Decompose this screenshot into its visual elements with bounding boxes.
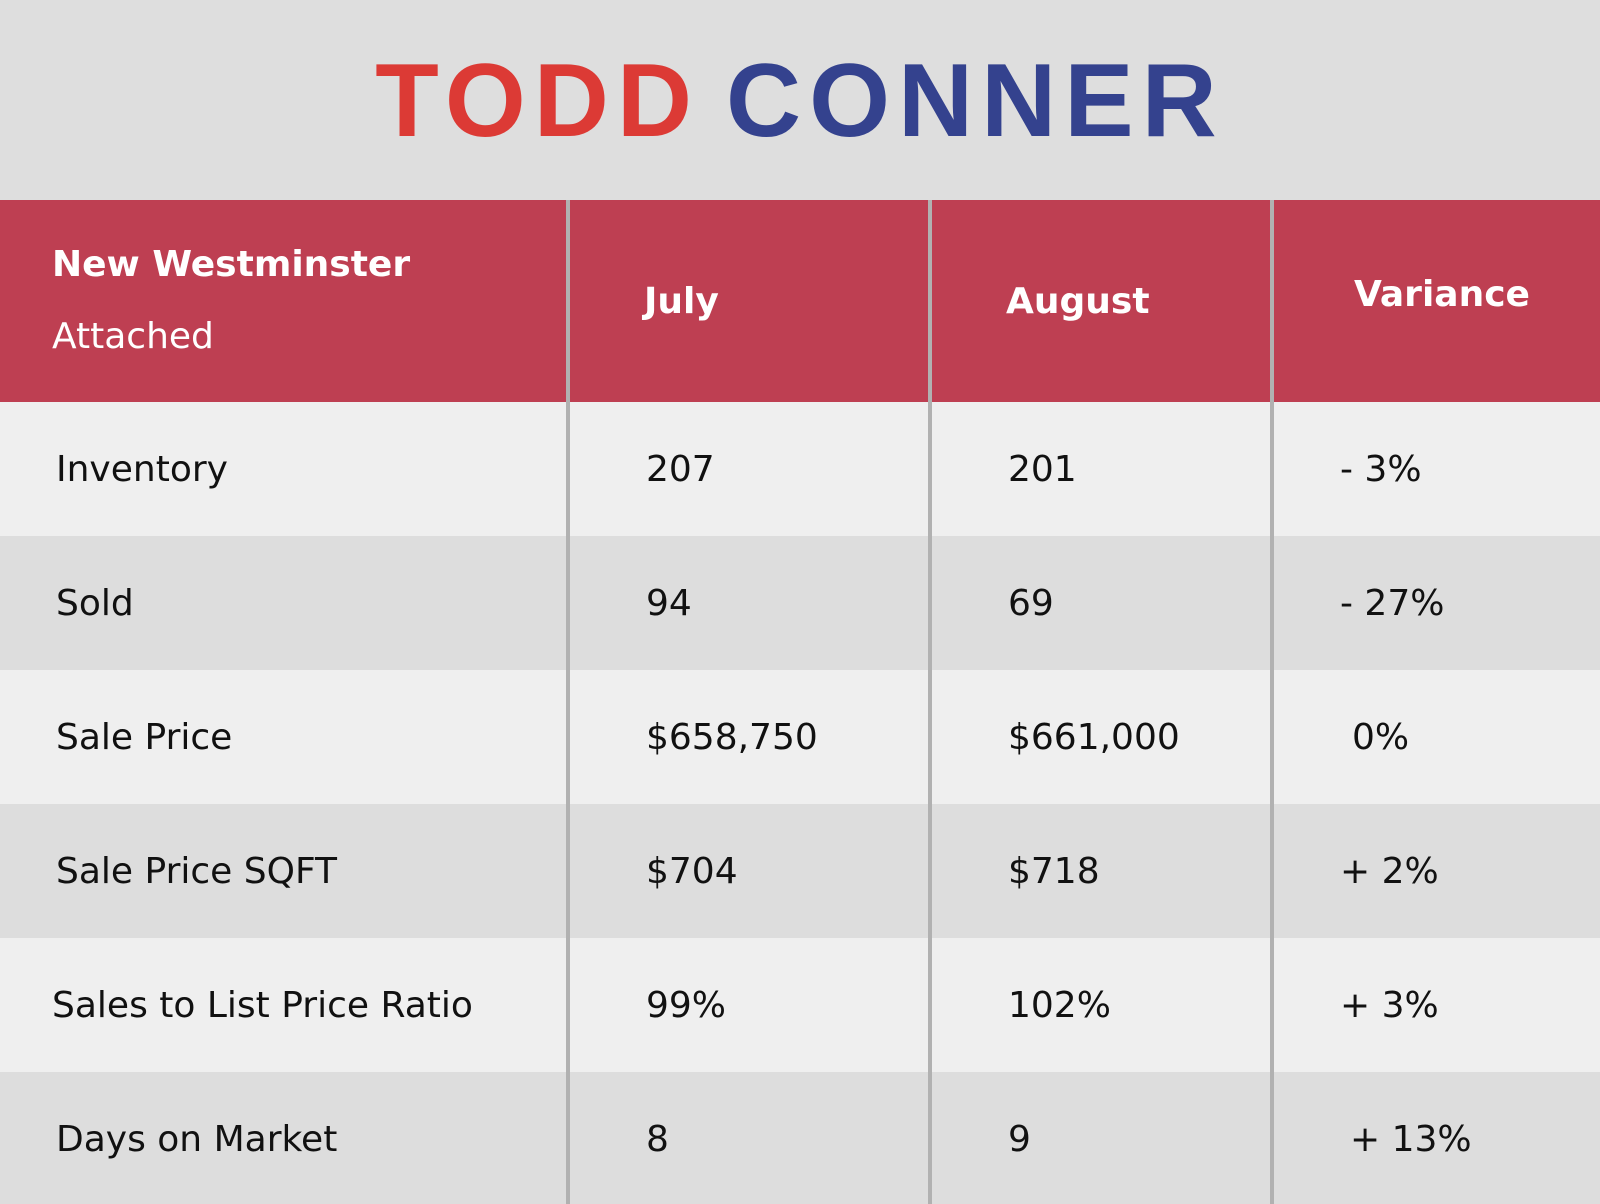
row-label: Inventory: [0, 402, 570, 536]
row-label: Sale Price SQFT: [0, 804, 570, 938]
row-july-value: 99%: [568, 938, 932, 1072]
table-row: Days on Market 8 9 + 13%: [0, 1072, 1600, 1204]
row-july-value: $658,750: [568, 670, 932, 804]
row-variance-value: + 2%: [1340, 850, 1439, 892]
market-stats-table: New Westminster Attached July August Var…: [0, 200, 1600, 1204]
row-label: Days on Market: [0, 1072, 570, 1204]
header-area-cell: New Westminster Attached: [0, 200, 570, 402]
row-variance-value: - 27%: [1340, 582, 1445, 624]
table-row: Sales to List Price Ratio 99% 102% + 3%: [0, 938, 1600, 1072]
header-type: Attached: [52, 316, 214, 357]
row-august-value: 201: [930, 402, 1274, 536]
table-row: Sold 94 69 - 27%: [0, 536, 1600, 670]
row-july-value: 207: [568, 402, 932, 536]
row-july-value: 8: [568, 1072, 932, 1204]
table-row: Sale Price SQFT $704 $718 + 2%: [0, 804, 1600, 938]
header-july: July: [568, 200, 932, 402]
row-august-value: $661,000: [930, 670, 1274, 804]
row-july-value: 94: [568, 536, 932, 670]
brand-first-name: TODD: [375, 43, 701, 159]
row-july-value: $704: [568, 804, 932, 938]
table-row: Sale Price $658,750 $661,000 0%: [0, 670, 1600, 804]
header-variance: Variance: [1354, 273, 1530, 315]
table-row: Inventory 207 201 - 3%: [0, 402, 1600, 536]
brand-last-name: CONNER: [726, 43, 1225, 159]
table-header-row: New Westminster Attached July August Var…: [0, 200, 1600, 402]
brand-banner: TODD CONNER: [0, 0, 1600, 200]
row-label: Sale Price: [0, 670, 570, 804]
row-variance-value: - 3%: [1340, 448, 1422, 490]
header-august: August: [930, 200, 1274, 402]
row-variance-value: + 3%: [1340, 984, 1439, 1026]
row-variance-value: 0%: [1352, 716, 1410, 758]
header-area: New Westminster: [52, 244, 411, 285]
brand-logo: TODD CONNER: [0, 46, 1600, 156]
row-august-value: 69: [930, 536, 1274, 670]
row-august-value: 9: [930, 1072, 1274, 1204]
row-variance-value: + 13%: [1350, 1118, 1472, 1160]
row-label: Sold: [0, 536, 570, 670]
row-august-value: 102%: [930, 938, 1274, 1072]
row-label: Sales to List Price Ratio: [0, 938, 570, 1072]
row-august-value: $718: [930, 804, 1274, 938]
